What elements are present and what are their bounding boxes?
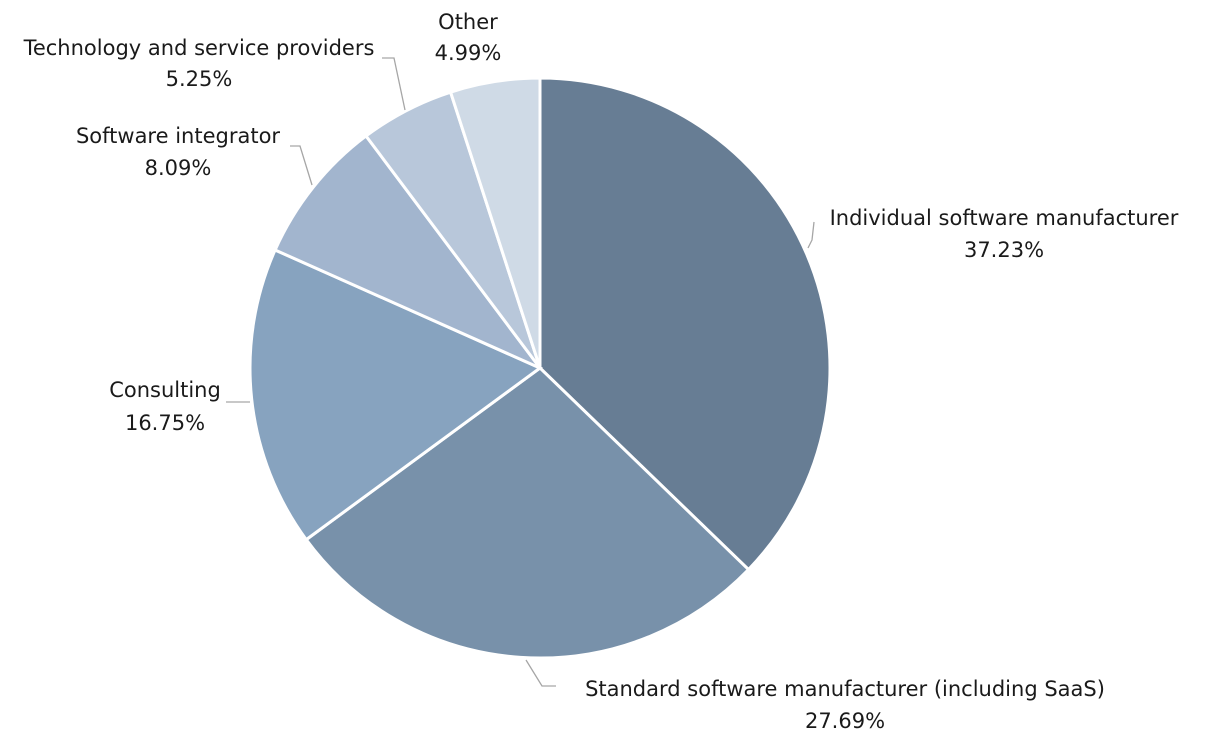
leader-line-standard — [525, 659, 556, 687]
pie-slice-standard — [304, 366, 751, 660]
slice-label-individual: Individual software manufacturer — [830, 206, 1179, 230]
pie-slices — [248, 76, 832, 660]
slice-value-technology: 5.25% — [166, 67, 233, 91]
slice-labels: Individual software manufacturer 37.23% … — [23, 10, 1179, 733]
pie-slice-integrator — [273, 133, 545, 372]
leader-lines — [226, 57, 815, 687]
slice-label-standard: Standard software manufacturer (includin… — [585, 677, 1105, 701]
leader-line-technology — [382, 57, 406, 111]
slice-label-integrator: Software integrator — [76, 124, 280, 148]
pie-slice-other — [448, 76, 542, 369]
pie-slice-individual — [538, 76, 832, 572]
slice-value-integrator: 8.09% — [145, 156, 212, 180]
slice-value-standard: 27.69% — [805, 709, 885, 733]
leader-line-integrator — [290, 145, 313, 186]
slice-value-consulting: 16.75% — [125, 411, 205, 435]
slice-value-individual: 37.23% — [964, 238, 1044, 262]
slice-label-technology: Technology and service providers — [23, 36, 375, 60]
slice-value-other: 4.99% — [435, 41, 502, 65]
slice-label-consulting: Consulting — [109, 378, 221, 402]
slice-label-other: Other — [438, 10, 498, 34]
pie-slice-consulting — [248, 248, 543, 542]
leader-line-individual — [807, 221, 815, 249]
